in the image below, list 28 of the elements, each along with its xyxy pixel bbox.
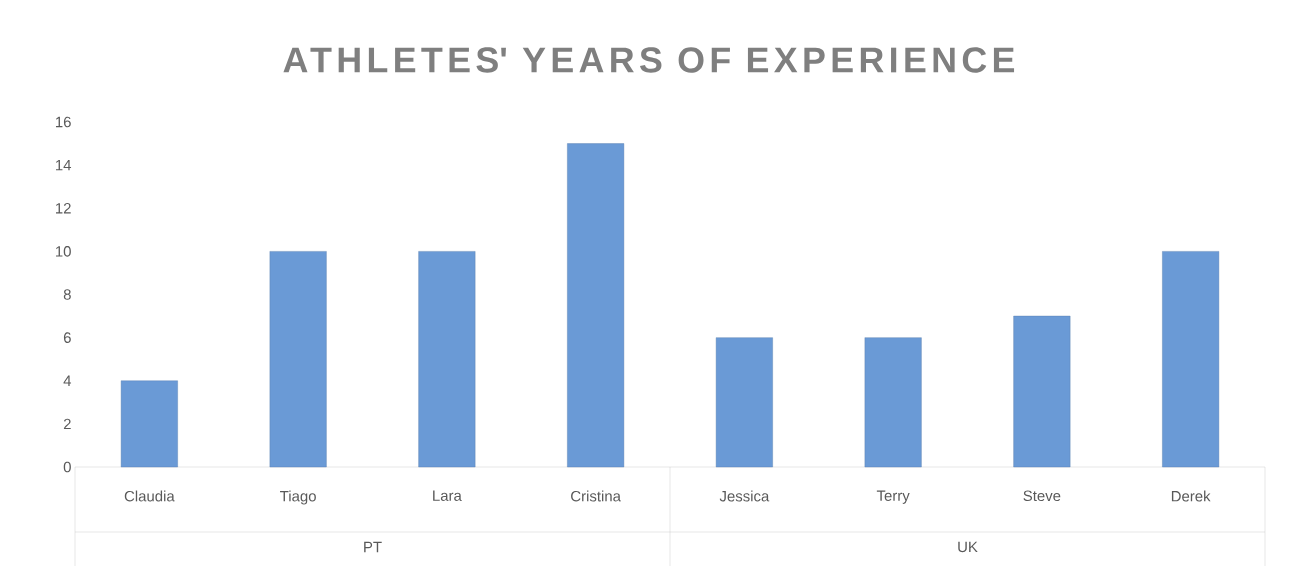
y-tick-label: 0 <box>63 461 71 473</box>
bar <box>120 380 178 468</box>
x-tick-label: Lara <box>433 490 462 501</box>
x-tick-label: Terry <box>876 490 910 504</box>
y-tick-label: 10 <box>56 246 71 257</box>
bar <box>1162 251 1220 468</box>
y-tick-label: 14 <box>56 159 72 171</box>
x-tick-label: Jessica <box>719 490 770 502</box>
y-tick-label: 16 <box>56 116 71 128</box>
y-tick-label: 12 <box>56 203 71 214</box>
text: PT <box>364 541 382 553</box>
bar <box>567 143 625 468</box>
bar <box>715 337 773 468</box>
y-tick-label: 6 <box>63 332 71 343</box>
chart-title: ATHLETES' YEARS OF EXPERIENCE <box>283 47 1015 73</box>
bar <box>1013 315 1071 468</box>
y-tick-label: 8 <box>63 289 71 300</box>
y-tick-label: 4 <box>63 375 72 386</box>
bar <box>418 251 476 468</box>
x-tick-label: Steve <box>1023 490 1061 502</box>
bar <box>864 337 922 468</box>
x-tick-label: Cristina <box>571 490 621 502</box>
y-tick-label: 2 <box>63 418 71 430</box>
x-tick-label: Tiago <box>280 490 316 505</box>
x-tick-label: Derek <box>1171 490 1211 502</box>
x-tick-label: Claudia <box>124 490 175 502</box>
text: UK <box>958 541 978 553</box>
bar <box>269 251 327 468</box>
